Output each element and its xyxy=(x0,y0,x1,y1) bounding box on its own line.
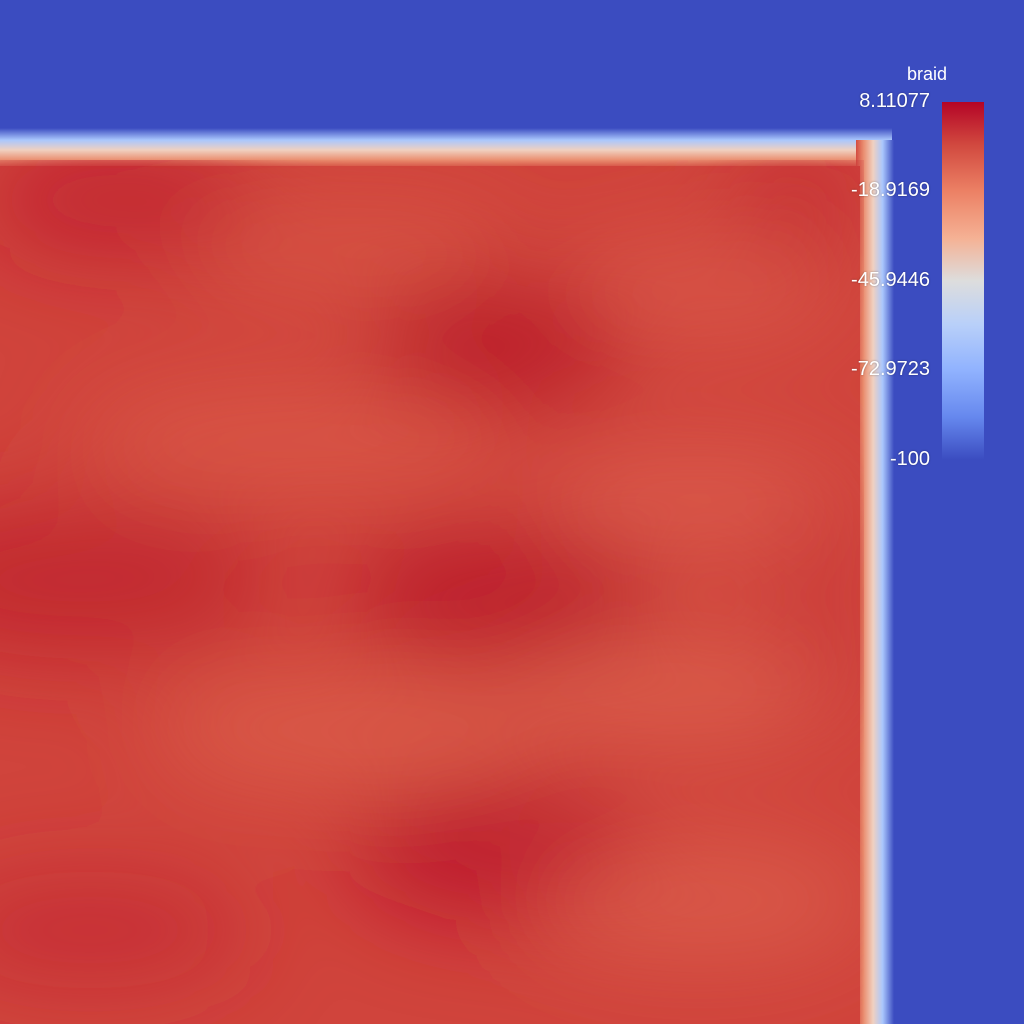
colorbar xyxy=(942,102,984,460)
colorbar-tick-label: -72.9723 xyxy=(851,358,930,381)
colorbar-tick-label: -45.9446 xyxy=(851,268,930,291)
colorbar-tick-label: -18.9169 xyxy=(851,179,930,202)
legend-title: braid xyxy=(907,64,948,84)
colorbar-gradient xyxy=(942,102,984,460)
interior-variation xyxy=(0,160,864,990)
colorbar-tick-label: 8.11077 xyxy=(859,90,930,112)
colorbar-tick-label: -100 xyxy=(889,448,930,470)
